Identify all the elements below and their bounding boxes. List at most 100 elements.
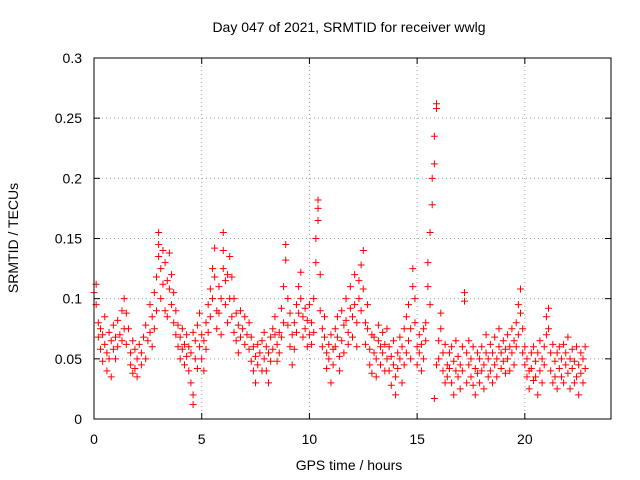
- data-point: [269, 325, 277, 333]
- data-point: [206, 285, 214, 293]
- data-point: [547, 349, 555, 357]
- data-point: [314, 216, 322, 224]
- data-point: [394, 349, 402, 357]
- data-point: [344, 340, 352, 348]
- data-point: [267, 357, 275, 365]
- data-point: [96, 325, 104, 333]
- data-point: [146, 328, 154, 336]
- data-point: [394, 364, 402, 372]
- data-point: [340, 321, 348, 329]
- data-point: [566, 355, 574, 363]
- data-point: [510, 337, 518, 345]
- data-point: [241, 340, 249, 348]
- data-point: [288, 361, 296, 369]
- data-point: [448, 379, 456, 387]
- x-tick-label: 0: [90, 431, 98, 447]
- data-point: [131, 364, 139, 372]
- data-point: [232, 337, 240, 345]
- data-point: [372, 373, 380, 381]
- data-point: [112, 355, 120, 363]
- data-point: [469, 343, 477, 351]
- data-point: [301, 325, 309, 333]
- data-point: [461, 289, 469, 297]
- data-point: [405, 301, 413, 309]
- data-point: [383, 355, 391, 363]
- y-tick-label: 0.2: [63, 170, 83, 186]
- data-point: [489, 349, 497, 357]
- data-point: [517, 285, 525, 293]
- data-point: [482, 331, 490, 339]
- data-point: [200, 337, 208, 345]
- data-point: [424, 283, 432, 291]
- data-point: [512, 319, 520, 327]
- data-point: [320, 333, 328, 341]
- data-point: [551, 373, 559, 381]
- data-point: [245, 345, 253, 353]
- data-point: [260, 355, 268, 363]
- data-point: [129, 337, 137, 345]
- data-point: [230, 328, 238, 336]
- data-point: [232, 309, 240, 317]
- data-point: [165, 285, 173, 293]
- data-point: [178, 325, 186, 333]
- data-point: [540, 361, 548, 369]
- data-point: [320, 313, 328, 321]
- data-point: [305, 301, 313, 309]
- data-point: [435, 337, 443, 345]
- data-point: [521, 343, 529, 351]
- data-point: [323, 364, 331, 372]
- y-tick-label: 0.25: [55, 110, 82, 126]
- data-point: [183, 331, 191, 339]
- data-point: [236, 333, 244, 341]
- data-point: [482, 349, 490, 357]
- data-point: [579, 355, 587, 363]
- data-point: [445, 349, 453, 357]
- data-point: [439, 367, 447, 375]
- data-point: [150, 289, 158, 297]
- data-point: [211, 273, 219, 281]
- data-point: [262, 367, 270, 375]
- data-point: [443, 373, 451, 381]
- data-point: [161, 259, 169, 267]
- data-point: [560, 340, 568, 348]
- data-point: [325, 340, 333, 348]
- data-point: [508, 325, 516, 333]
- data-point: [570, 357, 578, 365]
- data-point: [271, 331, 279, 339]
- data-point: [256, 349, 264, 357]
- data-point: [142, 355, 150, 363]
- data-point: [452, 367, 460, 375]
- data-point: [133, 355, 141, 363]
- data-point: [178, 345, 186, 353]
- data-point: [269, 345, 277, 353]
- data-point: [122, 340, 130, 348]
- data-point: [385, 367, 393, 375]
- plot-frame: [93, 57, 612, 420]
- data-point: [538, 379, 546, 387]
- data-point: [202, 345, 210, 353]
- data-point: [374, 337, 382, 345]
- data-point: [94, 333, 102, 341]
- data-point: [211, 244, 219, 252]
- data-point: [131, 345, 139, 353]
- data-point: [357, 307, 365, 315]
- data-point: [303, 316, 311, 324]
- data-point: [316, 271, 324, 279]
- data-point: [299, 313, 307, 321]
- data-point: [310, 295, 318, 303]
- data-point: [342, 295, 350, 303]
- data-point: [514, 331, 522, 339]
- data-point: [467, 355, 475, 363]
- data-point: [398, 343, 406, 351]
- data-point: [532, 373, 540, 381]
- data-point: [534, 391, 542, 399]
- data-point: [254, 361, 262, 369]
- data-point: [435, 355, 443, 363]
- data-point: [549, 340, 557, 348]
- data-point: [553, 385, 561, 393]
- data-point: [577, 369, 585, 377]
- data-point: [581, 364, 589, 372]
- data-point: [165, 249, 173, 257]
- data-point: [107, 373, 115, 381]
